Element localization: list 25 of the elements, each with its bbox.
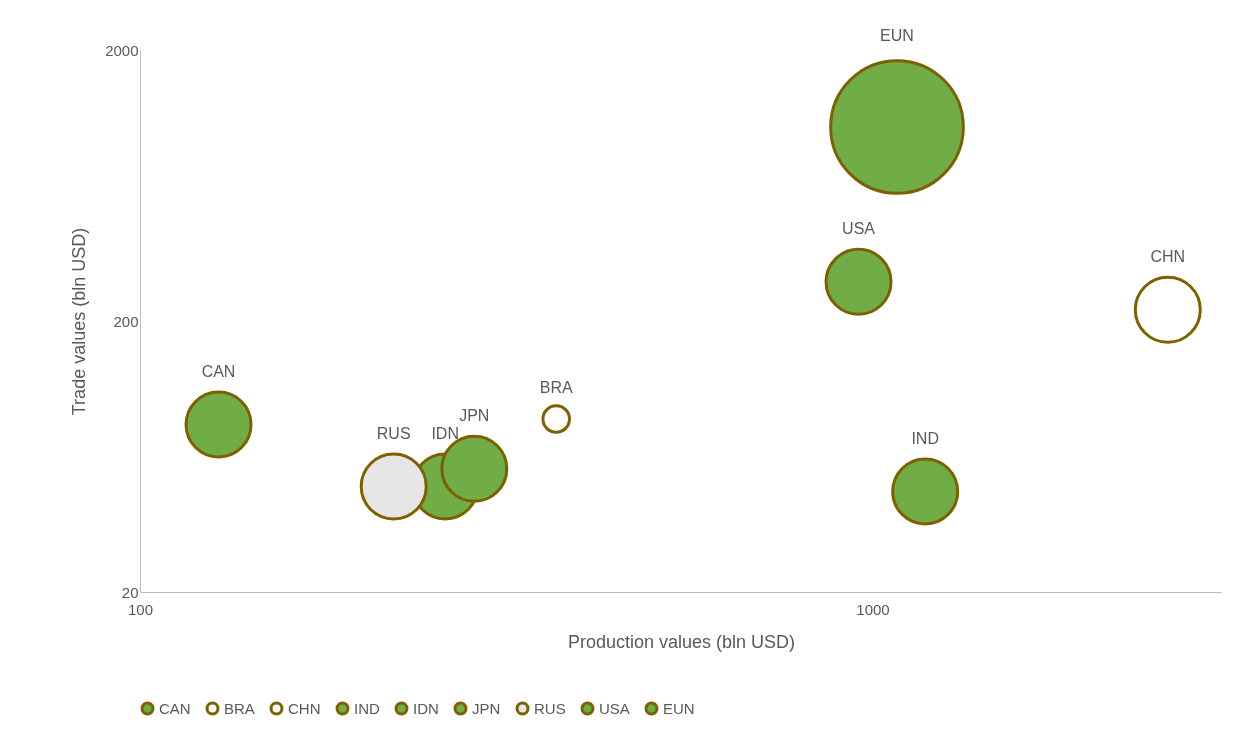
- legend-label: USA: [599, 699, 630, 717]
- y-tick-label: 200: [113, 312, 139, 330]
- y-tick-label: 20: [121, 583, 139, 601]
- x-tick-label: 1000: [856, 600, 890, 618]
- text: CAN: [201, 362, 236, 380]
- legend-label: CHN: [288, 699, 321, 717]
- text: JPN: [459, 407, 490, 425]
- legend-label: IND: [354, 699, 380, 717]
- legend-label: BRA: [224, 699, 255, 717]
- legend-label: JPN: [472, 699, 501, 717]
- y-axis-title: Trade values (bln USD): [69, 227, 90, 416]
- text: IDN: [431, 424, 459, 442]
- text: BRA: [539, 379, 573, 396]
- legend-label: EUN: [663, 699, 695, 717]
- y-tick-label: 2000: [105, 41, 139, 59]
- x-axis-title: Production values (bln USD): [567, 631, 796, 652]
- text: CHN: [1150, 248, 1186, 266]
- legend-label: IDN: [413, 699, 439, 717]
- x-tick-label: 100: [127, 600, 154, 618]
- legend-label: CAN: [159, 699, 191, 717]
- text: USA: [842, 220, 875, 238]
- text: IND: [911, 429, 939, 447]
- text: RUS: [376, 424, 411, 442]
- text: EUN: [880, 27, 914, 45]
- legend-label: RUS: [534, 699, 566, 717]
